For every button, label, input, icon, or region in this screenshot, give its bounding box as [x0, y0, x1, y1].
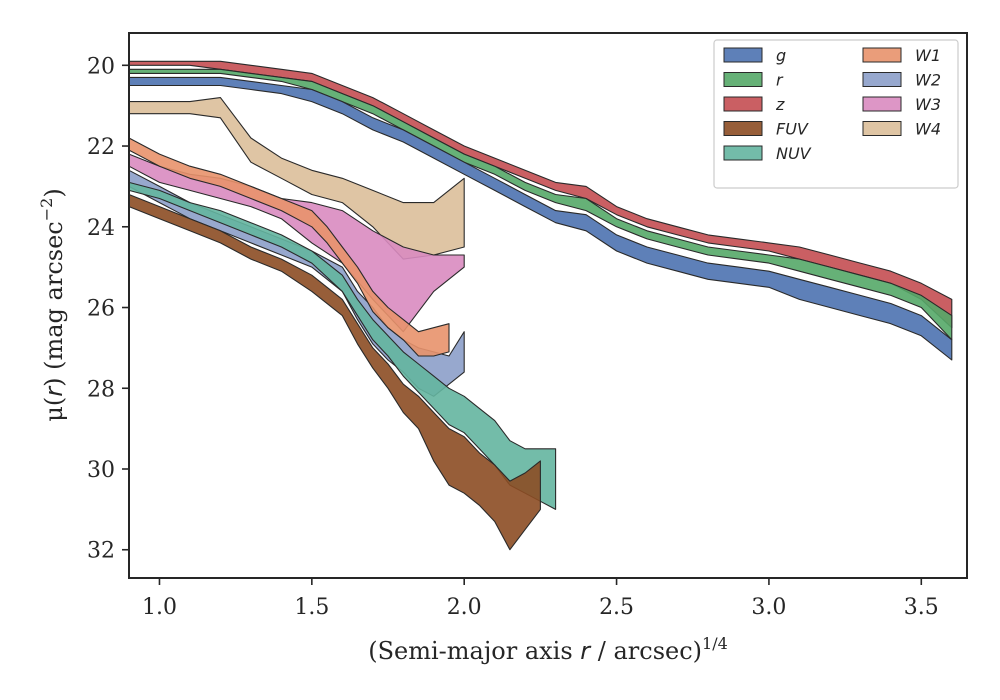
- x-tick-label: 1.5: [294, 595, 329, 620]
- legend-swatch-z: [723, 96, 763, 112]
- series-band-g: [128, 76, 953, 361]
- x-tick-label: 3.5: [904, 595, 939, 620]
- y-tick-label: 24: [87, 216, 115, 241]
- legend-swatch-w4: [862, 121, 902, 136]
- legend-label-r: r: [776, 71, 784, 90]
- legend-label-g: g: [776, 46, 786, 65]
- series-band-nuv: [128, 181, 557, 510]
- y-tick-label: 28: [87, 377, 115, 402]
- y-tick-label: 20: [87, 54, 115, 79]
- x-axis-title: (Semi-major axis r / arcsec)1/4: [368, 634, 728, 665]
- legend-swatch-fuv: [723, 121, 763, 136]
- series-layer: [128, 60, 953, 551]
- y-axis-ticks: 20 22 24 26 28 30 32: [87, 54, 129, 564]
- x-axis-ticks: 1.0 1.5 2.0 2.5 3.0 3.5: [142, 578, 939, 620]
- x-tick-label: 2.0: [447, 595, 482, 620]
- series-band-w4: [128, 97, 465, 260]
- legend-label-w1: W1: [915, 46, 941, 65]
- legend-swatch-w1: [862, 47, 902, 63]
- series-band-fuv: [128, 193, 541, 551]
- legend-swatch-w3: [862, 96, 902, 112]
- y-axis-title: μ(r) (mag arcsec−2): [37, 188, 68, 421]
- legend-swatch-r: [723, 72, 763, 87]
- y-tick-label: 30: [87, 458, 115, 483]
- plot-frame: [128, 32, 968, 579]
- x-tick-label: 2.5: [599, 595, 634, 620]
- y-tick-label: 26: [87, 297, 115, 322]
- legend-swatch-nuv: [723, 145, 763, 161]
- legend-items: grz FUV NUV W1 W2 W3 W4: [723, 46, 941, 163]
- legend-swatch-w2: [862, 72, 902, 87]
- legend-label-w4: W4: [915, 120, 941, 139]
- legend-label-z: z: [775, 95, 785, 114]
- y-tick-label: 22: [87, 135, 115, 160]
- legend-label-w2: W2: [915, 71, 941, 90]
- y-tick-label: 32: [87, 539, 115, 564]
- legend-label-fuv: FUV: [776, 120, 809, 139]
- series-band-w1: [128, 137, 450, 357]
- legend: grz FUV NUV W1 W2 W3 W4: [713, 39, 959, 189]
- x-tick-label: 3.0: [751, 595, 786, 620]
- legend-label-w3: W3: [915, 95, 941, 114]
- x-tick-label: 1.0: [142, 595, 177, 620]
- legend-label-nuv: NUV: [776, 144, 812, 163]
- legend-swatch-g: [723, 47, 763, 63]
